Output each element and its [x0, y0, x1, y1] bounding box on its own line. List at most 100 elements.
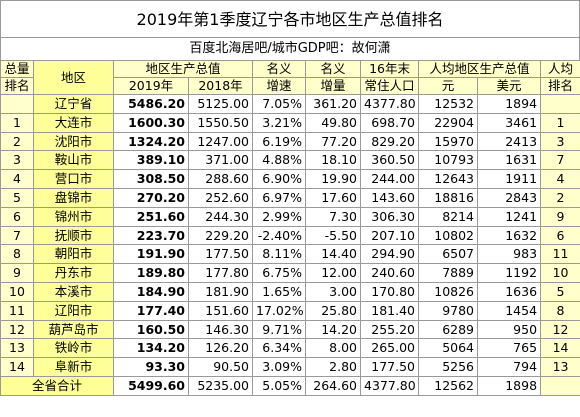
table-row: 6 锦州市 251.60 244.30 2.99% 7.30 306.30 8214 1241 9 [0, 206, 580, 227]
table-cell: 12643 [418, 169, 479, 189]
table-cell: 6 [540, 225, 580, 246]
table-cell: 90.50 [187, 357, 254, 377]
table-cell: 锦州市 [33, 206, 114, 227]
table-cell: 177.80 [187, 263, 254, 283]
header-cell: 名义 [305, 60, 362, 78]
table-cell: 抚顺市 [33, 225, 114, 246]
table-cell: 5256 [418, 357, 479, 377]
table-cell: 9 [0, 263, 34, 283]
table-cell: 7 [540, 150, 580, 171]
table-row: 11 辽阳市 177.40 151.60 17.02% 25.80 181.40 9780 14… [0, 300, 580, 321]
table-cell: 2843 [477, 187, 542, 208]
table-cell: 丹东市 [33, 263, 114, 283]
table-cell: 14 [540, 338, 580, 359]
table-row: 1 大连市 1600.30 1550.50 3.21% 49.80 698.70 22904 3… [0, 112, 580, 133]
table-row: 4 营口市 308.50 288.60 6.90% 19.90 244.00 12643 191… [0, 169, 580, 189]
table-cell: 240.60 [360, 263, 420, 283]
table-cell: 1632 [477, 225, 542, 246]
table-cell: 308.50 [113, 169, 189, 189]
table-cell: 1631 [477, 150, 542, 171]
table-cell: 1247.00 [187, 131, 254, 152]
table-cell: 10802 [418, 225, 479, 246]
table-cell: 264.60 [305, 375, 362, 396]
table-cell: 244.00 [360, 169, 420, 189]
table-cell: 3.21% [252, 112, 307, 133]
table-cell: 22904 [418, 112, 479, 133]
table-cell: 全省合计 [0, 375, 114, 396]
table-cell: 10826 [418, 281, 479, 302]
table-cell: 1898 [477, 375, 542, 396]
header-cell: 增量 [305, 77, 362, 95]
table-cell: 126.20 [187, 338, 254, 359]
table-cell: 鞍山市 [33, 150, 114, 171]
table-cell: 铁岭市 [33, 338, 114, 359]
table-cell: 251.60 [113, 206, 189, 227]
table-cell [0, 94, 34, 114]
table-cell: 794 [477, 357, 542, 377]
table-cell: 沈阳市 [33, 131, 114, 152]
table-cell: 25.80 [305, 300, 362, 321]
table-cell: 1.65% [252, 281, 307, 302]
header-cell: 地区生产总值 [112, 60, 254, 78]
table-cell: 葫芦岛市 [33, 319, 114, 340]
table-cell: 7.30 [305, 206, 362, 227]
table-cell: 189.80 [113, 263, 189, 283]
header-cell: 总量 [0, 60, 34, 78]
table-cell: 389.10 [113, 150, 189, 171]
table-cell: 8.00 [305, 338, 362, 359]
gdp-table: 总量 地区 地区生产总值 名义 名义 16年末 人均地区生产总值 人均 排名 2… [0, 60, 580, 396]
table-cell: 6.97% [252, 187, 307, 208]
table-cell: 11 [540, 244, 580, 265]
table-cell: 177.50 [187, 244, 254, 265]
header-cell: 2018年 [187, 77, 254, 95]
table-cell [540, 94, 580, 114]
table-cell: 5125.00 [187, 94, 254, 114]
table-cell: 360.50 [360, 150, 420, 171]
table-cell: 3461 [477, 112, 542, 133]
table-cell: 朝阳市 [33, 244, 114, 265]
table-cell: 151.60 [187, 300, 254, 321]
table-cell: 3.09% [252, 357, 307, 377]
table-cell: 12 [540, 319, 580, 340]
table-cell: 13 [0, 338, 34, 359]
table-cell: 1600.30 [113, 112, 189, 133]
table-cell: 223.70 [113, 225, 189, 246]
table-cell: 5486.20 [113, 94, 189, 114]
table-cell: 3.00 [305, 281, 362, 302]
table-row: 13 铁岭市 134.20 126.20 6.34% 8.00 265.00 5064 765 1… [0, 338, 580, 359]
table-cell: 9780 [418, 300, 479, 321]
table-cell: 5235.00 [187, 375, 254, 396]
table-cell: 2413 [477, 131, 542, 152]
header-cell: 常住人口 [360, 77, 420, 95]
table-cell: 950 [477, 319, 542, 340]
table-row: 8 朝阳市 191.90 177.50 8.11% 14.40 294.90 6507 983 1… [0, 244, 580, 265]
table-cell: 829.20 [360, 131, 420, 152]
table-cell: 7.05% [252, 94, 307, 114]
table-row: 全省合计 5499.60 5235.00 5.05% 264.60 4377.80 1256… [0, 375, 580, 396]
header-cell: 16年末 [360, 60, 420, 78]
table-cell: 17.02% [252, 300, 307, 321]
header-cell: 元 [418, 77, 479, 95]
header-cell: 人均 [540, 60, 580, 78]
table-cell: 698.70 [360, 112, 420, 133]
table-cell: -5.50 [305, 225, 362, 246]
header-cell: 排名 [0, 77, 34, 95]
header-cell: 名义 [252, 60, 307, 78]
table-row: 2 沈阳市 1324.20 1247.00 6.19% 77.20 829.20 15970 2… [0, 131, 580, 152]
table-row: 9 丹东市 189.80 177.80 6.75% 12.00 240.60 7889 1192… [0, 263, 580, 283]
table-cell: 9 [540, 206, 580, 227]
table-cell: 5064 [418, 338, 479, 359]
table-row: 12 葫芦岛市 160.50 146.30 9.71% 14.20 255.20 6289 95… [0, 319, 580, 340]
table-cell: 207.10 [360, 225, 420, 246]
table-cell: 10 [540, 263, 580, 283]
header-cell: 人均地区生产总值 [418, 60, 542, 78]
table-cell: 77.20 [305, 131, 362, 152]
table-cell: 371.00 [187, 150, 254, 171]
table-cell: 9.71% [252, 319, 307, 340]
table-cell: 12.00 [305, 263, 362, 283]
table-cell: 252.60 [187, 187, 254, 208]
table-cell: 10 [0, 281, 34, 302]
table-cell: 3 [0, 150, 34, 171]
table-cell: 8 [540, 300, 580, 321]
